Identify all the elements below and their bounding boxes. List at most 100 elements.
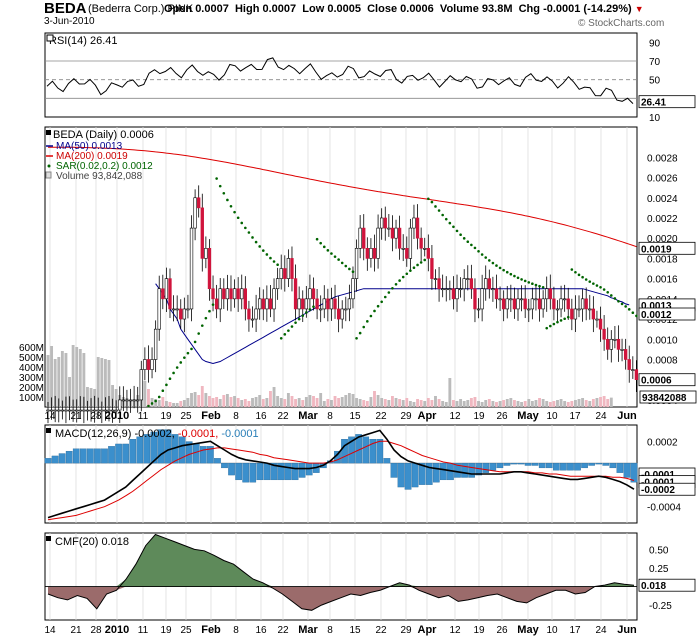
macd-histogram-bar [517,462,525,465]
volume-bar [319,393,323,407]
price-x-tick-label: Mar [298,410,318,422]
sar-dot [172,371,175,375]
candle-body [204,247,208,259]
volume-bar [294,399,297,407]
macd-histogram-bar [461,462,468,478]
candle-body [118,399,122,411]
macd-histogram-bar [482,462,490,473]
candle-body [121,399,126,402]
cmf-x-tick-label: 24 [595,625,607,636]
volume-bar [469,398,473,407]
volume-bar [491,401,495,407]
candle-body [157,288,161,330]
sar-dot [635,314,638,318]
sar-dot [351,270,355,274]
volume-bar [520,402,524,407]
rsi-last-value: 26.41 [641,98,666,109]
sar-dot [290,325,294,328]
sar-dot [609,294,613,297]
price-x-tick-label: 10 [546,411,558,422]
sar-dot [516,276,520,280]
volume-bar [276,396,280,407]
candle-body [319,308,323,311]
volume-bar [312,396,315,407]
price-tick-label: 0.0020 [647,234,678,245]
candle-body [49,409,54,412]
volume-bar [204,393,208,407]
candle-body [562,298,567,301]
volume-tick-label: 300M [19,373,44,384]
cmf-tick-label: 0.25 [649,564,669,575]
macd-histogram-bar [404,462,412,490]
volume-bar [233,396,237,407]
price-tick-label: 0.0008 [647,355,678,366]
candle-body [200,207,204,259]
volume-bar [523,401,527,407]
candle-body [329,298,334,310]
candle-body [175,308,179,311]
volume-bar [566,402,570,407]
macd-title: MACD(12,26,9) -0.0002, -0.0001, -0.0001 [55,428,259,440]
cmf-x-tick-label: May [517,624,539,636]
volume-bar [304,397,308,407]
sar-dot [491,261,495,265]
volume-bar [480,402,484,407]
volume-bar [75,347,79,407]
macd-histogram-bar [164,429,172,464]
sar-dot [297,317,301,321]
price-tick-label: 0.0016 [647,275,678,286]
candle-body [150,359,154,370]
macd-histogram-bar [242,462,250,483]
cmf-x-tick-label: 16 [255,625,267,636]
macd-histogram-bar [284,462,292,481]
close-value: 0.0006 [400,3,434,15]
candle-body [225,288,230,300]
volume-bar [322,401,326,407]
volume-bar [251,398,254,407]
candle-body [408,227,413,259]
sar-dot [200,324,204,327]
candle-body [186,308,190,311]
price-x-tick-label: 8 [327,411,333,422]
volume-bar [584,400,588,407]
cmf-tick-label: -0.25 [649,601,672,612]
volume-bar [53,359,57,407]
cmf-x-tick-label: 22 [375,625,387,636]
macd-histogram-bar [348,436,355,464]
sar-dot [427,197,430,201]
candle-body [283,268,287,279]
cmf-x-tick-label: 8 [233,625,239,636]
candle-body [462,278,466,290]
candle-body [509,298,513,301]
price-tick-label: 0.0028 [647,153,678,164]
volume-bar [247,401,251,407]
rsi-tick-label: 70 [649,57,661,68]
candle-body [189,227,194,310]
sar-dot [157,395,161,399]
sar-dot [459,233,462,237]
candle-body [469,278,474,290]
volume-value: 93.8M [481,3,513,15]
price-x-tick-label: 16 [255,411,267,422]
close-label: Close [367,3,398,15]
price-x-tick-label: 22 [375,411,387,422]
candle-body [301,298,305,310]
sar-dot [405,272,409,276]
sar-dot [258,245,261,248]
volume-bar [218,399,222,407]
volume-bar [412,402,416,407]
macd-line [47,429,635,519]
candle-body [415,217,420,239]
macd-histogram-bar [249,462,257,483]
macd-histogram-bar [72,448,80,464]
candle-body [537,298,542,310]
candle-body [401,247,405,250]
volume-bar [538,398,541,407]
cmf-x-tick-label: 14 [44,625,56,636]
volume-bar [222,395,226,407]
candle-body [275,278,280,290]
candle-body [89,409,93,412]
cmf-positive-area [48,534,634,587]
candle-body [519,298,524,301]
candle-body [545,288,549,300]
